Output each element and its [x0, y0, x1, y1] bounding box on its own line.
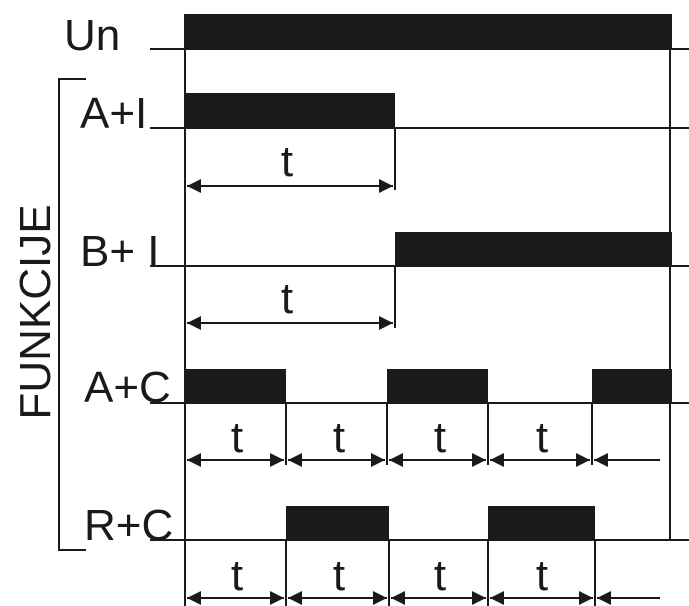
interval-label: t [281, 137, 293, 186]
signal-label-b-i: B+ I [80, 227, 160, 276]
interval-label: t [536, 551, 548, 600]
signal-row-b-i: t [150, 232, 689, 330]
signal-row-a-i: t [150, 93, 689, 193]
on-pulse [185, 369, 286, 403]
group-bracket [58, 78, 86, 551]
group-label: FUNKCIJE [11, 204, 60, 419]
on-pulse [488, 506, 595, 540]
signal-label-r-c: R+C [84, 501, 173, 550]
interval-label: t [434, 551, 446, 600]
on-pulse [286, 506, 389, 540]
signal-row-un [150, 14, 689, 50]
interval-label: t [333, 413, 345, 462]
interval-label: t [281, 274, 293, 323]
on-pulse [592, 369, 672, 403]
signal-label-a-c: A+C [84, 363, 171, 412]
interval-label: t [536, 413, 548, 462]
interval-label: t [231, 551, 243, 600]
interval-label: t [434, 413, 446, 462]
signal-label-a-i: A+I [80, 89, 147, 138]
signal-row-a-c: t t t t [150, 369, 689, 467]
on-pulse [387, 369, 488, 403]
on-pulse [185, 93, 395, 128]
signal-row-r-c: t t t t [150, 506, 689, 606]
interval-label: t [333, 551, 345, 600]
on-pulse [395, 232, 672, 266]
on-pulse [185, 14, 672, 49]
interval-label: t [231, 413, 243, 462]
signal-label-un: Un [64, 11, 120, 60]
